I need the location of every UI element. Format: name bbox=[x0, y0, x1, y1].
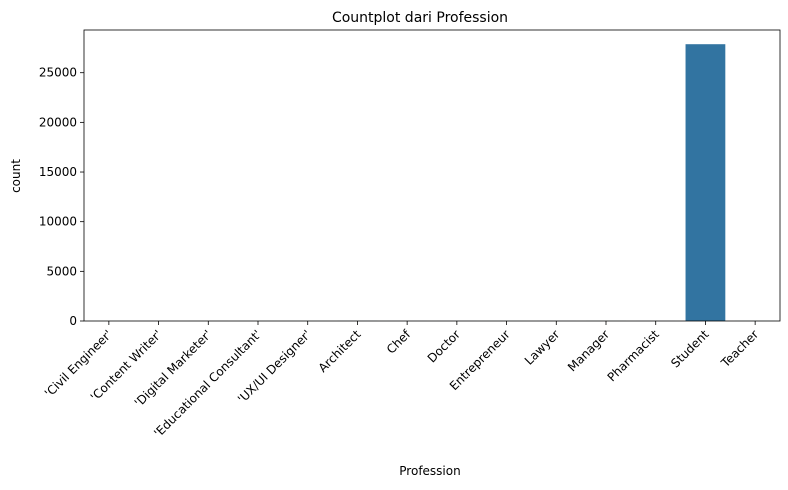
y-tick-label: 5000 bbox=[46, 264, 77, 278]
y-tick-label: 25000 bbox=[39, 66, 77, 80]
x-tick-label: Chef bbox=[384, 327, 414, 357]
plot-frame bbox=[83, 29, 781, 322]
x-tick-label: Architect bbox=[316, 327, 364, 375]
chart-title: Countplot dari Profession bbox=[332, 10, 508, 26]
y-tick-label: 10000 bbox=[39, 215, 77, 229]
x-tick-label: Student bbox=[668, 327, 712, 371]
y-tick-label: 0 bbox=[69, 314, 77, 328]
x-tick-label: Doctor bbox=[425, 327, 463, 365]
bar bbox=[685, 44, 726, 321]
x-axis-label: Profession bbox=[399, 464, 460, 478]
x-tick-label: Teacher bbox=[718, 327, 762, 371]
x-tick-label: Pharmacist bbox=[605, 327, 662, 384]
y-tick-label: 15000 bbox=[39, 165, 77, 179]
x-tick-label: Lawyer bbox=[522, 327, 563, 368]
y-tick-label: 20000 bbox=[39, 115, 77, 129]
x-tick-label: Manager bbox=[565, 327, 612, 374]
y-axis-label: count bbox=[9, 159, 23, 193]
